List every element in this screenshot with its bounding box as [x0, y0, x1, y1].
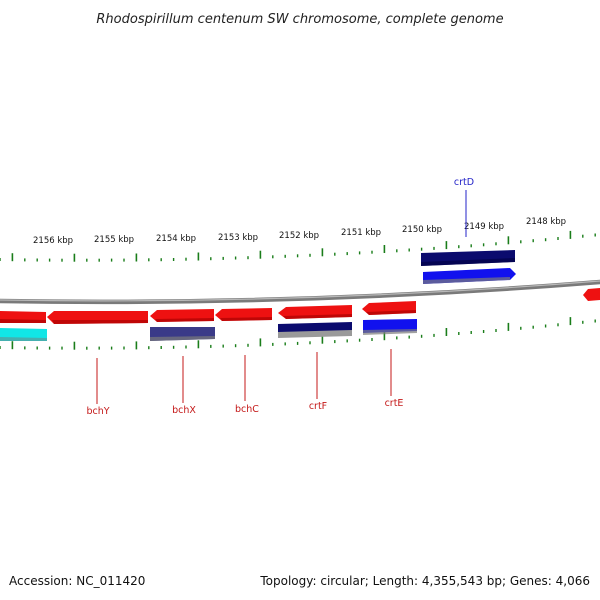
gene-bchY[interactable]: [47, 311, 148, 324]
gene-crtF-navy[interactable]: [278, 322, 352, 338]
gene-left-edge-red[interactable]: [0, 311, 46, 323]
chromosome-backbone: [0, 279, 600, 305]
kbp-label: 2155 kbp: [94, 235, 134, 245]
gene-crtE-blue[interactable]: [363, 319, 417, 335]
gene-label-crtE[interactable]: crtE: [385, 398, 404, 409]
gene-left-edge-cyan[interactable]: [0, 328, 47, 341]
chromosome-backbone-highlight: [0, 280, 600, 302]
tick-row-upper: [0, 230, 596, 262]
gene-forward-blue[interactable]: [423, 268, 516, 284]
gene-bchX[interactable]: [150, 309, 214, 322]
gene-label-bchX[interactable]: bchX: [172, 405, 196, 416]
gene-right-edge-red[interactable]: [583, 288, 600, 301]
kbp-label: 2150 kbp: [402, 225, 442, 235]
gene-bchX-slate[interactable]: [150, 327, 215, 341]
gene-label-bchY[interactable]: bchY: [86, 406, 109, 417]
map-title: Rhodospirillum centenum SW chromosome, c…: [96, 12, 503, 27]
kbp-label: 2153 kbp: [218, 233, 258, 243]
gene-crtD-forward[interactable]: [421, 250, 515, 266]
accession-text: Accession: NC_011420: [9, 574, 146, 588]
gene-crtF[interactable]: [278, 305, 352, 319]
gene-bchC[interactable]: [215, 308, 272, 321]
kbp-label: 2151 kbp: [341, 228, 381, 238]
tick-row-lower: [0, 317, 596, 350]
gene-label-crtF[interactable]: crtF: [309, 401, 327, 412]
gene-label-crtD[interactable]: crtD: [454, 177, 474, 188]
kbp-label: 2149 kbp: [464, 222, 504, 232]
gene-label-bchC[interactable]: bchC: [235, 404, 259, 415]
kbp-label: 2156 kbp: [33, 236, 73, 246]
kbp-label-row: 2156 kbp 2155 kbp 2154 kbp 2153 kbp 2152…: [33, 217, 566, 246]
gene-crtE[interactable]: [362, 301, 416, 315]
kbp-label: 2152 kbp: [279, 231, 319, 241]
kbp-label: 2148 kbp: [526, 217, 566, 227]
kbp-label: 2154 kbp: [156, 234, 196, 244]
genome-summary-text: Topology: circular; Length: 4,355,543 bp…: [260, 574, 590, 588]
